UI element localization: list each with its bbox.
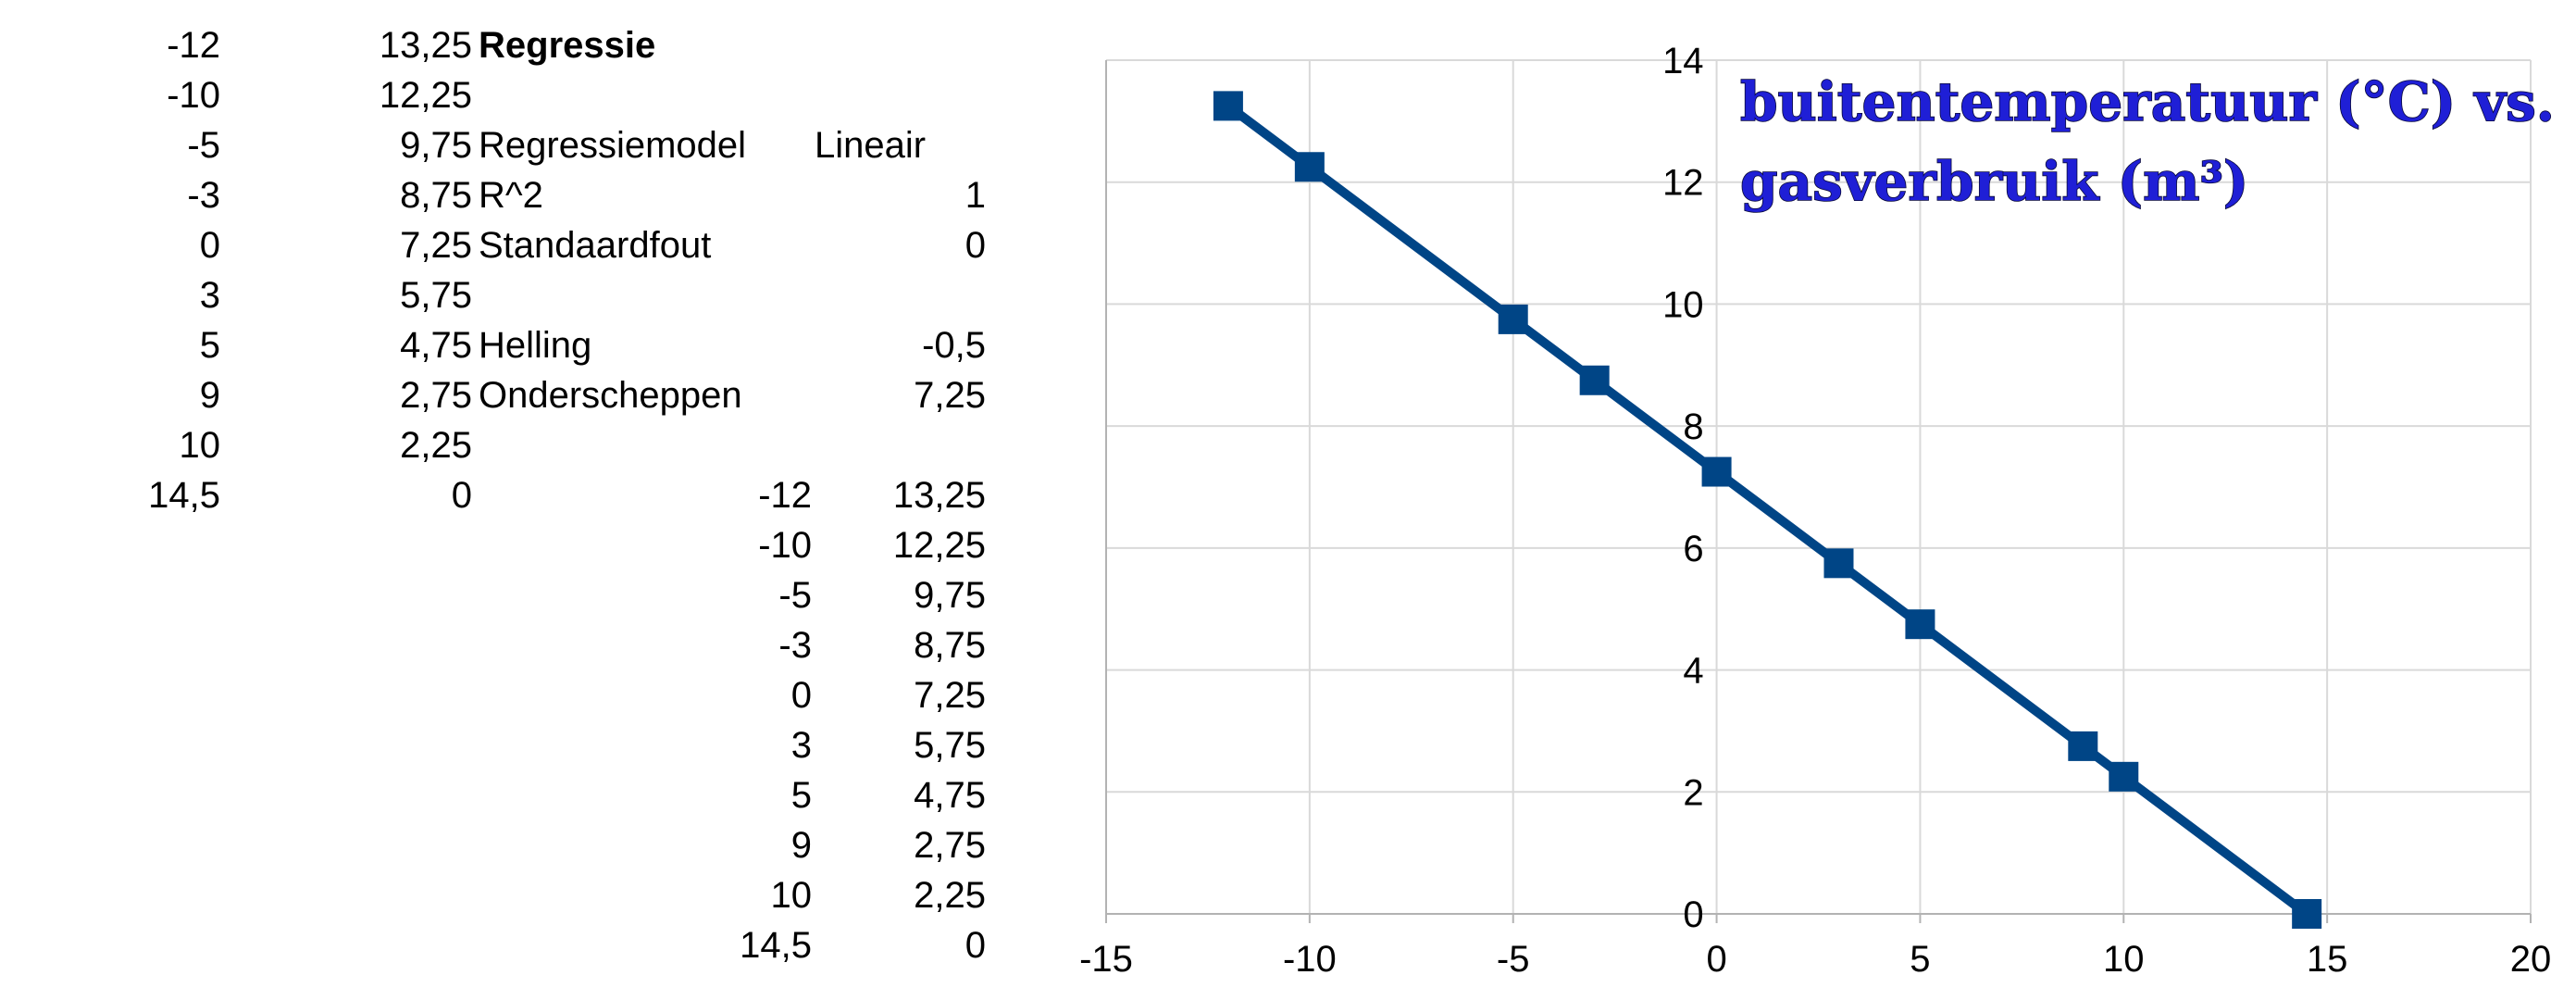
r2-value: 1 <box>964 175 986 216</box>
y-tick-label: 14 <box>1662 41 1704 81</box>
cell-col-e: 2,25 <box>914 875 986 916</box>
cell-col-b: 12,25 <box>379 75 472 116</box>
cell-col-e: 13,25 <box>892 475 986 516</box>
data-point-marker <box>2068 731 2098 761</box>
cell-col-b: 13,25 <box>379 25 472 66</box>
data-point-marker <box>1498 304 1528 334</box>
x-tick-label: -10 <box>1283 939 1337 980</box>
cell-col-a: 3 <box>199 275 220 316</box>
chart-title: buitentemperatuur (°C) vs. gasverbruik (… <box>1739 69 2556 214</box>
cell-col-a: 5 <box>199 325 220 366</box>
chart-title-line-2: gasverbruik (m³) <box>1740 150 2248 213</box>
cell-col-e: 2,75 <box>914 825 986 866</box>
axis-tick-labels: -15 -10 -5 0 5 10 15 20 0 2 4 6 8 10 12 14 <box>1079 41 2551 980</box>
intercept-label: Onderscheppen <box>479 375 742 416</box>
chart-series <box>1213 91 2322 929</box>
cell-col-d: 5 <box>790 775 812 816</box>
cell-col-d: -12 <box>758 475 812 516</box>
x-tick-label: -5 <box>1497 939 1530 980</box>
y-tick-label: 4 <box>1683 651 1703 692</box>
x-tick-label: 15 <box>2307 939 2348 980</box>
y-tick-label: 12 <box>1662 163 1704 204</box>
cell-col-d: -10 <box>758 525 812 566</box>
slope-value: -0,5 <box>922 325 986 366</box>
cell-col-a: -12 <box>167 25 220 66</box>
x-tick-label: -15 <box>1079 939 1133 980</box>
x-tick-label: 10 <box>2103 939 2145 980</box>
cell-col-a: 9 <box>199 375 220 416</box>
cell-col-a: 10 <box>179 425 221 466</box>
data-point-marker <box>1579 365 1610 395</box>
data-point-marker <box>1905 609 1935 640</box>
cell-col-e: 12,25 <box>892 525 986 566</box>
cell-col-b: 9,75 <box>400 125 472 166</box>
cell-col-a: 14,5 <box>148 475 220 516</box>
y-tick-label: 2 <box>1683 772 1703 813</box>
y-tick-label: 8 <box>1683 406 1703 447</box>
data-point-marker <box>1294 152 1325 182</box>
x-tick-label: 5 <box>1910 939 1930 980</box>
data-point-marker <box>2292 899 2322 929</box>
cell-col-e: 8,75 <box>914 625 986 666</box>
cell-col-e: 0 <box>964 925 986 966</box>
cell-col-d: 3 <box>790 725 812 766</box>
cell-col-d: 0 <box>790 675 812 716</box>
slope-label: Helling <box>479 325 592 366</box>
data-point-marker <box>1823 548 1854 579</box>
y-tick-label: 0 <box>1683 894 1703 935</box>
cell-col-d: 10 <box>770 875 813 916</box>
series-line <box>1225 102 2310 919</box>
cell-col-b: 2,75 <box>400 375 472 416</box>
data-point-marker <box>2109 761 2139 792</box>
cell-col-b: 0 <box>451 475 472 516</box>
x-tick-label: 0 <box>1706 939 1726 980</box>
cell-col-b: 4,75 <box>400 325 472 366</box>
cell-col-a: -5 <box>187 125 220 166</box>
cell-col-e: 9,75 <box>914 575 986 616</box>
cell-col-e: 4,75 <box>914 775 986 816</box>
regression-model-label: Regressiemodel <box>479 125 747 166</box>
intercept-value: 7,25 <box>914 375 986 416</box>
y-tick-label: 10 <box>1662 284 1704 325</box>
y-tick-label: 6 <box>1683 529 1703 569</box>
cell-col-e: 7,25 <box>914 675 986 716</box>
r2-label: R^2 <box>479 175 543 216</box>
x-tick-label: 20 <box>2510 939 2552 980</box>
cell-col-d: 14,5 <box>740 925 812 966</box>
cell-col-b: 7,25 <box>400 225 472 266</box>
cell-col-d: 9 <box>790 825 812 866</box>
cell-col-a: -3 <box>187 175 220 216</box>
data-point-marker <box>1701 456 1732 487</box>
regression-model-value: Lineair <box>815 125 927 166</box>
cell-col-b: 2,25 <box>400 425 472 466</box>
cell-col-a: 0 <box>199 225 220 266</box>
cell-col-e: 5,75 <box>914 725 986 766</box>
cell-col-b: 5,75 <box>400 275 472 316</box>
cell-col-d: -5 <box>778 575 812 616</box>
data-point-marker <box>1213 91 1243 121</box>
cell-col-d: -3 <box>778 625 812 666</box>
cell-col-b: 8,75 <box>400 175 472 216</box>
standard-error-label: Standaardfout <box>479 225 712 266</box>
standard-error-value: 0 <box>964 225 986 266</box>
cell-col-a: -10 <box>167 75 220 116</box>
chart-title-line-1: buitentemperatuur (°C) vs. <box>1740 70 2555 133</box>
regression-heading: Regressie <box>479 25 656 66</box>
